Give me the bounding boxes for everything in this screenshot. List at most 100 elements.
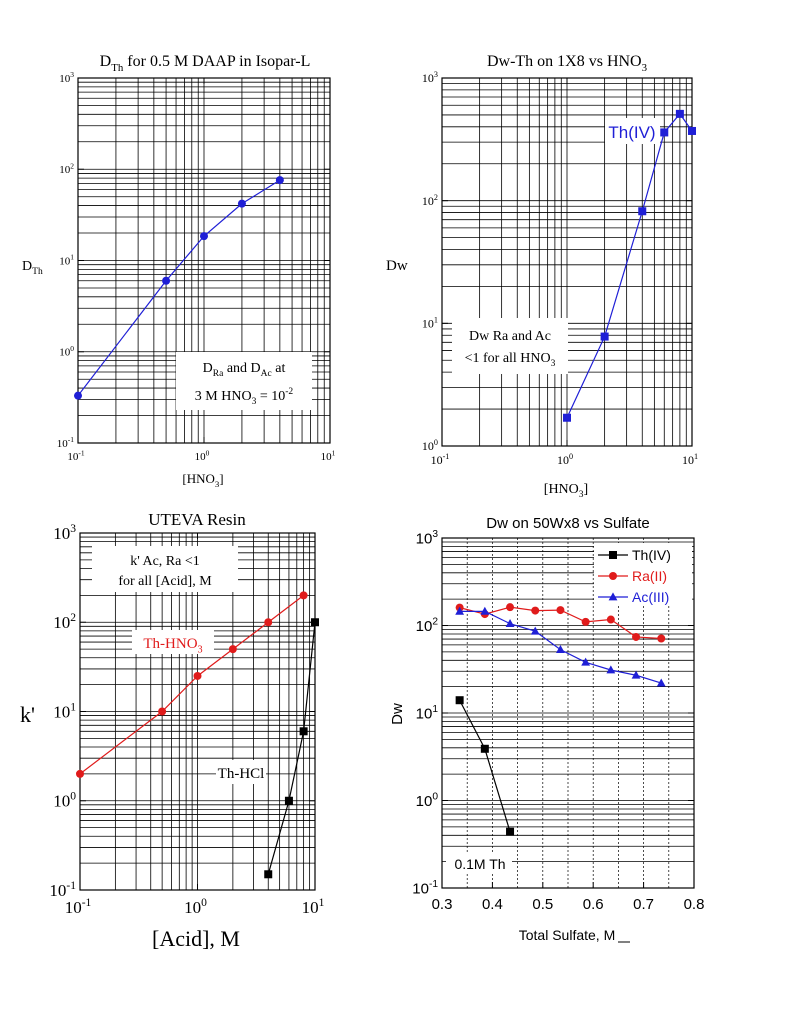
series-0 — [76, 591, 308, 778]
text-span: 10 — [431, 453, 443, 467]
y-tick-label: 100 — [416, 791, 439, 809]
data-point — [656, 678, 666, 687]
data-point — [505, 619, 515, 628]
text-span: 0 — [432, 791, 438, 802]
text-span: 1 — [432, 704, 438, 715]
y-tick-label: 101 — [59, 253, 74, 268]
series-line — [267, 622, 316, 875]
data-point — [606, 615, 615, 624]
text-span: 3 — [434, 70, 438, 79]
x-axis-label: [HNO3] — [544, 482, 588, 500]
legend-marker — [609, 572, 617, 580]
text-span: 10 — [53, 792, 70, 811]
text-span: <1 for all HNO — [465, 351, 551, 366]
series-label: Th(IV) — [608, 123, 655, 142]
legend-label: Ra(II) — [632, 568, 667, 584]
annotation-text: DRa and DAc at — [203, 361, 286, 379]
series-2 — [455, 606, 666, 687]
data-point — [530, 626, 540, 635]
text-span: 3 — [198, 645, 203, 656]
text-span: 10 — [59, 164, 71, 176]
data-point — [657, 634, 666, 643]
text-span: 10 — [422, 71, 434, 85]
text-span: Ra(II) — [632, 568, 667, 584]
annotation-box — [92, 546, 238, 592]
text-span: 3 — [642, 62, 648, 74]
y-axis-label: Dw — [386, 258, 408, 274]
x-tick-label: 10-1 — [67, 448, 84, 463]
text-span: 10 — [416, 705, 433, 722]
series-1 — [264, 618, 319, 879]
text-span: 3 — [432, 529, 438, 540]
text-span: 10 — [49, 881, 66, 900]
text-span: 10 — [321, 451, 333, 463]
text-span: [HNO — [182, 471, 215, 486]
text-span: -2 — [285, 387, 293, 397]
data-point — [237, 199, 246, 208]
legend: Th(IV) Ra(II) Ac(III) — [594, 543, 692, 605]
text-span: 0 — [569, 452, 573, 461]
x-tick-label: 0.8 — [684, 896, 705, 913]
y-axis-label: DTh — [22, 259, 43, 277]
x-tick-label: 0.5 — [532, 896, 553, 913]
annotation-text: Dw Ra and Ac — [469, 329, 551, 344]
x-tick-label: 101 — [682, 452, 698, 467]
text-span: Th — [111, 62, 124, 74]
text-span: 10 — [422, 317, 434, 331]
y-tick-label: 103 — [59, 70, 74, 85]
y-tick-label: 100 — [422, 438, 438, 453]
text-span: Dw — [389, 703, 406, 725]
series-label-box — [132, 630, 214, 654]
data-point — [581, 657, 591, 666]
chart-title: Dw-Th on 1X8 vs HNO3 — [487, 53, 648, 74]
y-axis-label: Dw — [389, 703, 406, 725]
y-tick-label: 101 — [422, 315, 438, 330]
text-span: 2 — [70, 611, 76, 624]
x-tick-label: 101 — [302, 896, 325, 917]
x-tick-label: 0.3 — [432, 896, 453, 913]
legend-marker — [609, 551, 617, 559]
text-span: -1 — [429, 879, 438, 890]
data-point — [675, 109, 684, 118]
text-span: 3 — [252, 397, 257, 407]
data-point — [228, 645, 237, 654]
text-span: 10 — [416, 793, 433, 810]
text-span: -1 — [82, 896, 92, 909]
y-tick-label: 102 — [53, 611, 76, 632]
text-span: at — [272, 361, 286, 376]
data-point — [563, 413, 571, 422]
text-span: 10 — [412, 880, 429, 897]
x-tick-label: 10-1 — [65, 896, 92, 917]
ticks — [77, 77, 331, 444]
data-point — [455, 696, 464, 705]
x-tick-label: 0.4 — [482, 896, 503, 913]
text-span: D — [22, 259, 32, 274]
text-span: k' — [20, 702, 35, 727]
y-tick-label: 101 — [416, 704, 439, 722]
data-point — [74, 391, 82, 400]
y-tick-label: 102 — [59, 161, 74, 176]
annotation-text: k' Ac, Ra <1 — [130, 554, 200, 569]
data-point — [660, 128, 669, 137]
text-span: 10 — [416, 530, 433, 547]
y-tick-label: 10-1 — [49, 879, 76, 900]
x-tick-label: 10-1 — [431, 452, 450, 467]
text-span: 10 — [557, 453, 569, 467]
y-tick-label: 100 — [59, 344, 74, 359]
x-tick-label: 100 — [184, 896, 207, 917]
data-point — [275, 176, 284, 185]
text-span: for 0.5 M DAAP in Isopar-L — [123, 53, 310, 70]
text-span: 2 — [70, 161, 74, 170]
text-span: 1 — [332, 448, 336, 457]
text-span: = 10 — [256, 389, 285, 404]
series-0 — [455, 696, 515, 836]
data-point — [299, 591, 308, 600]
x-axis-label: [HNO3] — [182, 471, 223, 489]
text-span: 1 — [694, 452, 698, 461]
text-span: 0.8 — [684, 896, 705, 913]
legend-label: Th(IV) — [632, 547, 671, 563]
data-point — [506, 603, 515, 612]
